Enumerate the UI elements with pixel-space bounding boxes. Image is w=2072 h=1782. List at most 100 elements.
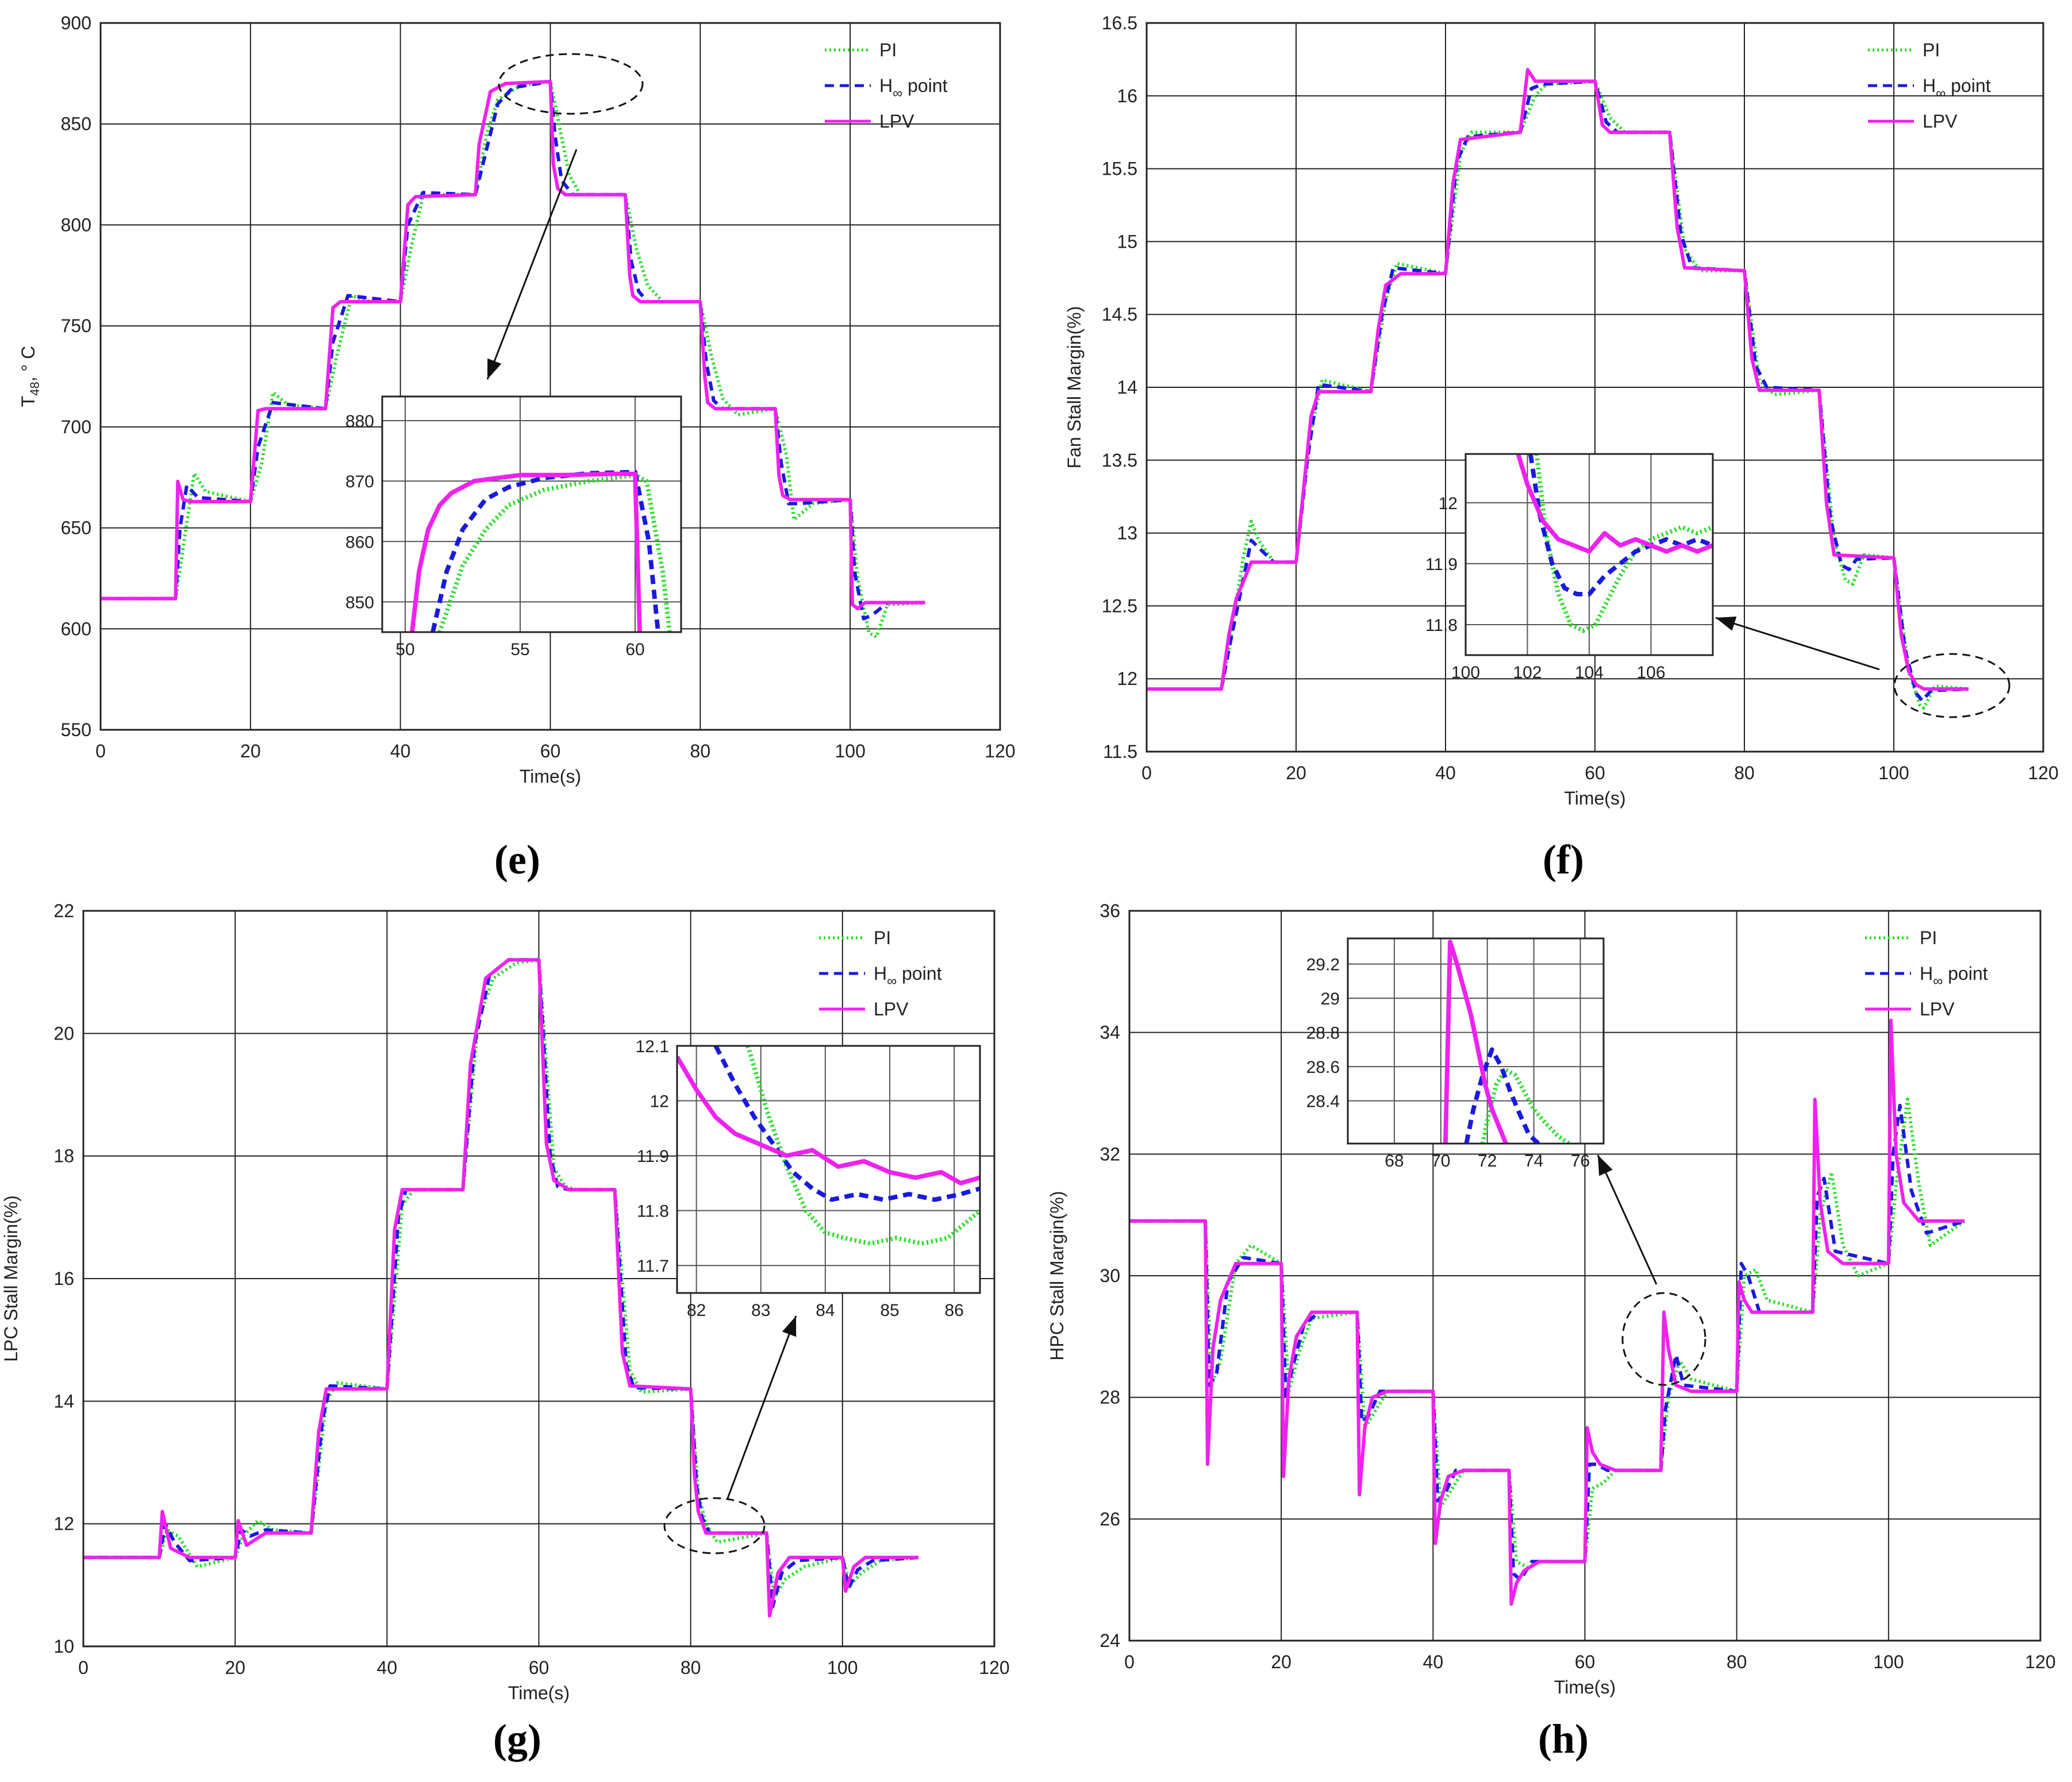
panel-g-x-tick-label: 20 — [225, 1657, 245, 1678]
panel-e-inset-y-tick-label: 850 — [345, 593, 374, 612]
panel-g-inset-y-tick-label: 12.1 — [636, 1037, 669, 1056]
panel-g-y-tick-label: 18 — [53, 1146, 74, 1167]
panel-h-legend-inf: ∞ — [1933, 973, 1943, 989]
panel-f-legend-label: LPV — [1923, 111, 1958, 132]
panel-h-inset-y-tick-label: 29.2 — [1306, 956, 1340, 975]
panel-e-y-tick-label: 700 — [61, 417, 91, 437]
panel-h-inset-x-tick-label: 68 — [1385, 1152, 1404, 1171]
panel-g-inset-x-tick-label: 82 — [687, 1301, 706, 1320]
panel-f-inset-series-pi-line — [1534, 454, 1713, 633]
panel-h-x-tick-label: 0 — [1124, 1652, 1135, 1672]
panel-g-legend-inf: ∞ — [887, 973, 897, 989]
panel-e-inset-y-tick-label: 880 — [345, 412, 374, 431]
panel-e-legend-h: H — [879, 75, 893, 96]
panel-g-main-series-lpv-line — [83, 958, 918, 1618]
panel-h-inset-frame — [1347, 937, 1605, 1145]
panel-g-panel-label: (g) — [493, 1716, 541, 1762]
panel-h-plot-frame — [1128, 910, 2042, 1642]
panel-g-inset-x-tick-label: 84 — [816, 1301, 835, 1320]
panel-f-y-tick-label: 16 — [1117, 86, 1137, 106]
panel-e-x-tick-label: 120 — [985, 741, 1015, 761]
panel-e-x-tick-label: 40 — [390, 741, 411, 761]
panel-h-x-tick-label: 40 — [1423, 1652, 1444, 1672]
panel-f-inset-x-tick-label: 104 — [1575, 663, 1604, 682]
panel-e-legend-inf: ∞ — [893, 86, 902, 101]
panel-e-zoom-arrow-head — [487, 358, 502, 379]
panel-e-legend-label: H∞ point — [879, 75, 948, 101]
panel-e-x-tick-label: 80 — [690, 741, 711, 761]
panel-e-legend-label: PI — [879, 40, 897, 60]
panel-h-legend-label: LPV — [1920, 999, 1955, 1019]
panel-e-inset-x-tick-label: 60 — [625, 640, 644, 659]
panel-g-inset-y-tick-label: 11.8 — [637, 1202, 669, 1221]
panel-f-x-tick-label: 120 — [2028, 763, 2058, 783]
panel-h-x-tick-label: 80 — [1727, 1652, 1747, 1672]
panel-h-y-tick-label: 36 — [1100, 900, 1120, 921]
panel-g-legend-h: H — [874, 963, 887, 984]
panel-g-y-tick-label: 10 — [53, 1636, 74, 1657]
panel-h-chart: 0 20 40 60 80 100 120 24 26 28 30 32 34 36 Time(s) HPC … — [1047, 900, 2056, 1762]
panel-h-inset-x-tick-label: 76 — [1571, 1152, 1590, 1171]
panel-e-inset-x-tick-label: 55 — [510, 640, 529, 659]
panel-g-zoom-arrow-line — [726, 1315, 797, 1500]
panel-f-inset-x-tick-label: 102 — [1513, 663, 1541, 682]
panel-h-y-tick-label: 26 — [1100, 1508, 1120, 1529]
panel-f-legend-h: H — [1923, 75, 1936, 96]
panel-g-zoom-arrow-head — [782, 1316, 797, 1337]
panel-e-zoom-ellipse — [498, 53, 644, 115]
panel-f-y-axis-label: Fan Stall Margin(%) — [1064, 306, 1085, 469]
panel-g-x-tick-label: 0 — [78, 1657, 89, 1678]
panel-g-y-tick-label: 16 — [53, 1268, 74, 1289]
panel-f-main-series-lpv-line — [1147, 68, 1969, 691]
panel-f-y-tick-label: 13.5 — [1102, 450, 1137, 471]
panel-f-legend-label: H∞ point — [1923, 75, 1991, 101]
panel-e-inset-y-tick-label: 870 — [345, 472, 374, 491]
panel-h-inset-series-hinf-line — [1464, 1047, 1540, 1144]
panel-g-x-tick-label: 120 — [979, 1657, 1009, 1678]
panel-e-inset-series-lpv-line — [410, 471, 642, 632]
panel-f-inset-y-tick-label: 11.9 — [1425, 555, 1458, 574]
panel-e-y-label-sub: 48 — [28, 382, 42, 395]
panel-g-plot-frame — [82, 910, 995, 1648]
panel-f-chart: 0 20 40 60 80 100 120 11.5 12 12.5 13 13.5 14 14.5 15 1… — [1064, 13, 2059, 883]
panel-g-chart: 0 20 40 60 80 100 120 10 12 14 16 18 20 22 Time(s) LPC … — [1, 900, 1010, 1762]
panel-h-x-tick-label: 100 — [1873, 1652, 1904, 1672]
panel-e-x-tick-label: 60 — [540, 741, 561, 761]
panel-h-inset-x-tick-label: 72 — [1478, 1152, 1497, 1171]
panel-f-x-tick-label: 0 — [1141, 763, 1152, 783]
panel-g-inset-x-tick-label: 85 — [880, 1301, 899, 1320]
panel-e-x-tick-label: 0 — [95, 741, 106, 761]
panel-f-legend-label: PI — [1923, 40, 1940, 60]
panel-g-inset-y-tick-label: 12 — [650, 1092, 669, 1111]
panel-h-x-tick-label: 120 — [2025, 1652, 2055, 1672]
panel-h-y-tick-label: 28 — [1100, 1387, 1120, 1408]
panel-f-y-tick-label: 14 — [1117, 377, 1137, 398]
panel-h-y-tick-label: 30 — [1100, 1265, 1120, 1286]
panel-e-x-tick-label: 100 — [835, 741, 865, 761]
panel-h-main-series-lpv-line — [1129, 1018, 1965, 1606]
panel-e-y-tick-label: 800 — [61, 214, 91, 235]
panel-e-y-label-main: T — [18, 396, 39, 407]
panel-f-y-tick-label: 12 — [1117, 668, 1137, 689]
panel-h-x-tick-label: 20 — [1271, 1652, 1291, 1672]
panel-e-inset-x-tick-label: 50 — [395, 640, 414, 659]
panel-f-y-tick-label: 11.5 — [1103, 741, 1137, 762]
panel-g-y-tick-label: 14 — [53, 1391, 74, 1411]
panel-g-x-tick-label: 40 — [377, 1657, 398, 1678]
panel-f-y-tick-label: 12.5 — [1102, 595, 1137, 616]
panel-f-y-tick-label: 13 — [1117, 523, 1137, 544]
panel-h-zoom-ellipse — [1621, 1292, 1706, 1386]
panel-e-x-axis-label: Time(s) — [520, 766, 581, 787]
panel-e-y-tick-label: 900 — [61, 13, 91, 33]
panel-h-zoom-arrow-line — [1597, 1154, 1658, 1285]
panel-e-y-tick-label: 550 — [61, 719, 91, 740]
panel-e-inset-plot-background — [382, 397, 681, 632]
panel-f-zoom-arrow-line — [1715, 617, 1880, 671]
panel-f-inset-y-tick-label: 11.8 — [1425, 616, 1458, 635]
panel-g-legend-label: H∞ point — [874, 963, 942, 989]
panel-g-legend-label: LPV — [874, 999, 909, 1019]
panel-h-zoom-arrow-head — [1598, 1155, 1613, 1176]
panel-g-inset-y-tick-label: 11.9 — [637, 1147, 669, 1166]
panel-g-x-tick-label: 80 — [681, 1657, 701, 1678]
